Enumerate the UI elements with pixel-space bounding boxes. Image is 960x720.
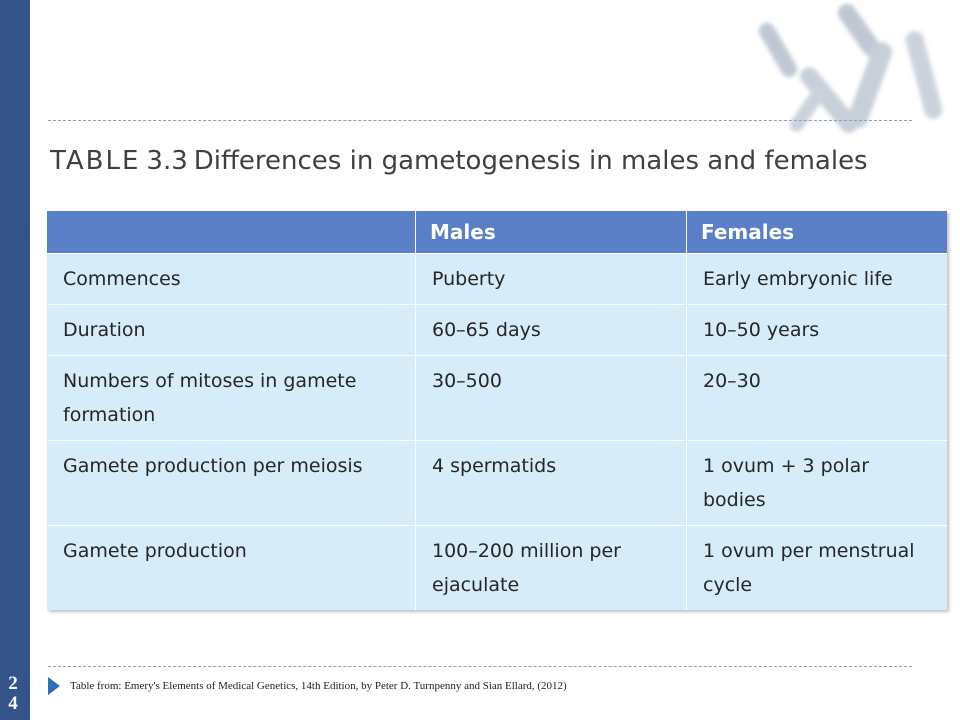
bottom-divider	[48, 666, 912, 667]
table-row: Duration 60–65 days 10–50 years	[47, 304, 947, 356]
row-label: Duration	[47, 304, 416, 356]
header-females: Females	[686, 211, 947, 254]
source-footer: Table from: Emery's Elements of Medical …	[48, 676, 567, 696]
males-cell: 60–65 days	[415, 304, 687, 356]
table-row: Gamete production 100–200 million per ej…	[47, 525, 947, 610]
chromosome-image	[700, 0, 960, 140]
gametogenesis-table: Males Females Commences Puberty Early em…	[47, 211, 947, 610]
row-label: Numbers of mitoses in gamete formation	[47, 355, 416, 441]
row-label: Commences	[47, 253, 416, 305]
page-number: 2 4	[6, 674, 20, 714]
header-empty	[47, 211, 416, 254]
table-caption: TABLE 3.3 Differences in gametogenesis in …	[50, 146, 868, 176]
page-number-digit-2: 4	[8, 693, 18, 714]
table-row: Numbers of mitoses in gamete formation 3…	[47, 355, 947, 441]
females-cell: 1 ovum per menstrual cycle	[686, 525, 947, 610]
males-cell: Puberty	[415, 253, 687, 305]
table-number: 3.3	[146, 146, 188, 176]
arrow-bullet-icon	[48, 677, 60, 695]
header-males: Males	[415, 211, 687, 254]
row-label: Gamete production	[47, 525, 416, 610]
row-label: Gamete production per meiosis	[47, 440, 416, 526]
table-row: Gamete production per meiosis 4 spermati…	[47, 440, 947, 526]
page-number-digit-1: 2	[8, 673, 18, 694]
table-label: TABLE	[50, 146, 141, 176]
table-title: Differences in gametogenesis in males an…	[193, 146, 868, 176]
table-row: Commences Puberty Early embryonic life	[47, 253, 947, 305]
table-header-row: Males Females	[47, 211, 947, 254]
males-cell: 4 spermatids	[415, 440, 687, 526]
females-cell: 1 ovum + 3 polar bodies	[686, 440, 947, 526]
females-cell: 20–30	[686, 355, 947, 441]
males-cell: 100–200 million per ejaculate	[415, 525, 687, 610]
males-cell: 30–500	[415, 355, 687, 441]
source-note: Table from: Emery's Elements of Medical …	[70, 680, 567, 692]
females-cell: 10–50 years	[686, 304, 947, 356]
females-cell: Early embryonic life	[686, 253, 947, 305]
left-accent-bar	[0, 0, 30, 720]
top-divider	[48, 120, 912, 121]
